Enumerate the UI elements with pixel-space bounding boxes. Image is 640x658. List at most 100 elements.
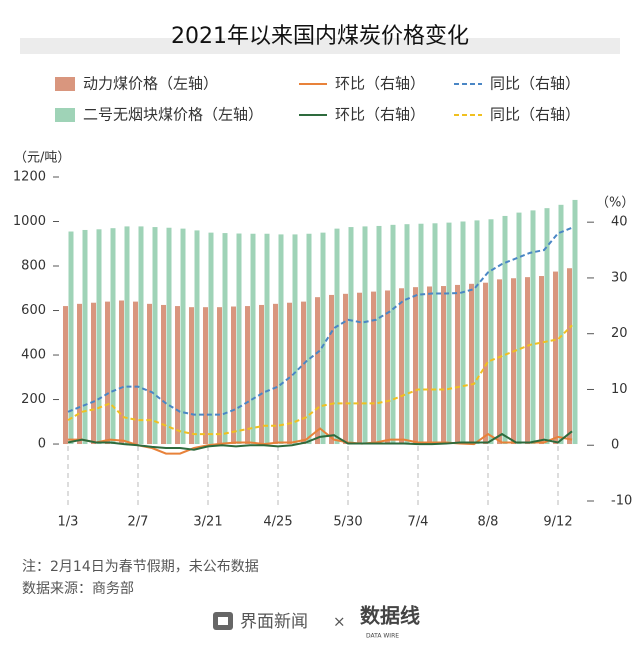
legend-swatch xyxy=(55,108,75,122)
y2-tick-label: 10 xyxy=(611,382,628,397)
bar xyxy=(110,228,116,445)
bar xyxy=(245,306,250,445)
y-tick-label: 200 xyxy=(21,392,46,407)
bar xyxy=(259,304,264,445)
bar xyxy=(488,219,494,445)
bar xyxy=(161,304,166,445)
note: 注：2月14日为春节假期，未公布数据 xyxy=(22,559,259,575)
y2-tick-label: 30 xyxy=(611,270,628,285)
bar xyxy=(82,229,88,445)
bar xyxy=(208,232,214,445)
bar xyxy=(250,233,256,445)
bar xyxy=(460,221,466,445)
bar xyxy=(474,220,480,445)
bar xyxy=(362,226,368,445)
bar xyxy=(133,301,138,445)
source: 数据来源：商务部 xyxy=(22,581,134,597)
bar xyxy=(236,233,242,445)
bar xyxy=(511,278,516,445)
bar xyxy=(418,223,424,445)
bar xyxy=(530,210,536,445)
x-tick-label: 9/12 xyxy=(543,515,572,530)
bar xyxy=(525,277,530,445)
bar xyxy=(273,303,278,445)
chart-title: 2021年以来国内煤炭价格变化 xyxy=(171,24,469,49)
bar xyxy=(278,234,284,445)
legend-label: 环比（右轴） xyxy=(335,106,425,124)
bar xyxy=(348,227,354,445)
bar xyxy=(334,228,340,445)
bar xyxy=(189,307,194,445)
bar xyxy=(194,230,200,445)
bar xyxy=(68,231,74,445)
legend-label: 二号无烟块煤价格（左轴） xyxy=(83,106,263,124)
y-tick-label: 800 xyxy=(21,259,46,274)
line xyxy=(67,226,573,416)
x-tick-label: 4/25 xyxy=(263,515,292,530)
bar xyxy=(343,293,348,445)
bar xyxy=(502,215,508,445)
bar xyxy=(306,233,312,445)
bar xyxy=(446,222,452,445)
bar xyxy=(404,224,410,445)
bar xyxy=(558,204,564,445)
bar xyxy=(572,199,578,445)
bar xyxy=(264,233,270,445)
bar xyxy=(138,226,144,445)
bar xyxy=(567,268,572,445)
x-tick-label: 8/8 xyxy=(478,515,499,530)
bar xyxy=(539,276,544,445)
bar xyxy=(287,302,292,445)
bar xyxy=(63,306,68,445)
bar xyxy=(119,300,124,445)
bar xyxy=(166,227,172,445)
bar xyxy=(427,286,432,445)
x-tick-label: 7/4 xyxy=(408,515,429,530)
bar xyxy=(301,301,306,445)
bar xyxy=(124,226,130,445)
legend-label: 同比（右轴） xyxy=(490,106,580,124)
bar xyxy=(441,286,446,445)
bar xyxy=(483,282,488,445)
y-tick-label: 1200 xyxy=(13,170,46,185)
bar xyxy=(315,297,320,445)
x-tick-label: 1/3 xyxy=(58,515,79,530)
bar xyxy=(385,290,390,445)
line xyxy=(68,427,573,455)
bar xyxy=(217,307,222,445)
bar xyxy=(390,224,396,445)
y-tick-label: 0 xyxy=(38,437,46,452)
bar xyxy=(203,307,208,445)
bar xyxy=(175,306,180,445)
legend-label: 同比（右轴） xyxy=(490,75,580,93)
brand-icon-inner xyxy=(218,617,228,625)
bar xyxy=(469,283,474,445)
bar xyxy=(432,223,438,445)
bar xyxy=(376,225,382,445)
footer: 界面新闻 × 数据线 DATA WIRE xyxy=(213,604,420,640)
separator: × xyxy=(333,613,346,631)
bar xyxy=(292,234,298,445)
y2-tick-label: 40 xyxy=(611,215,628,230)
y2-tick-label: -10 xyxy=(611,494,632,509)
x-tick-label: 5/30 xyxy=(333,515,362,530)
legend-label: 环比（右轴） xyxy=(335,75,425,93)
y2-tick-label: 20 xyxy=(611,326,628,341)
bar xyxy=(357,292,362,445)
bar xyxy=(553,271,558,445)
bar xyxy=(231,306,236,445)
bar xyxy=(96,229,102,445)
bar xyxy=(544,208,550,445)
bar xyxy=(91,302,96,445)
y2-tick-label: 0 xyxy=(611,438,619,453)
bar xyxy=(180,228,186,445)
y-tick-label: 600 xyxy=(21,303,46,318)
legend-label: 动力煤价格（左轴） xyxy=(83,75,218,93)
y-tick-label: 400 xyxy=(21,348,46,363)
bar xyxy=(399,288,404,445)
bar xyxy=(497,279,502,445)
line xyxy=(67,430,573,451)
bar xyxy=(77,303,82,445)
legend-swatch xyxy=(55,77,75,91)
